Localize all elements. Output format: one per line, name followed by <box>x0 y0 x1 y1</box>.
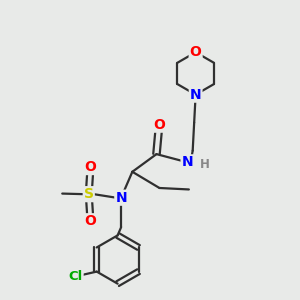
Text: S: S <box>84 187 94 201</box>
Text: O: O <box>153 118 165 132</box>
Text: N: N <box>115 191 127 205</box>
Text: O: O <box>84 214 96 228</box>
Text: O: O <box>84 160 96 174</box>
Text: Cl: Cl <box>68 270 83 284</box>
Text: O: O <box>190 45 202 59</box>
Text: H: H <box>200 158 209 171</box>
Text: N: N <box>190 88 202 102</box>
Text: N: N <box>182 155 193 170</box>
